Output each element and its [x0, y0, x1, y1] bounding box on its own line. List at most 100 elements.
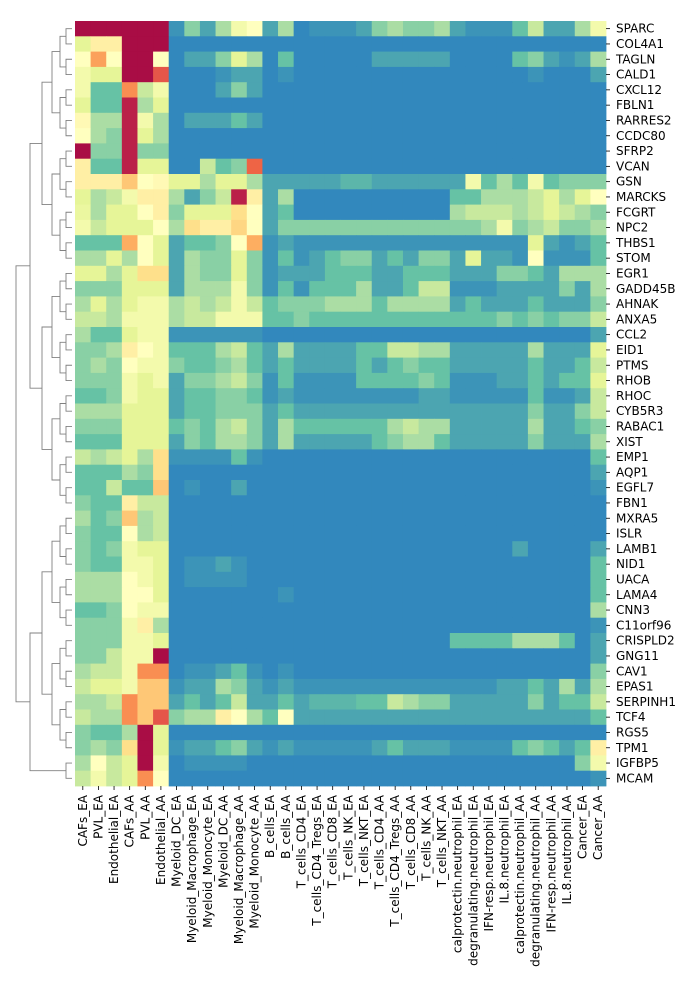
heatmap-cell-epas1-t-cells-cd4-ea [293, 678, 310, 695]
heatmap-cell-cnn3-t-cells-cd8-ea [324, 602, 341, 619]
heatmap-cell-ccdc80-t-cells-nkt-ea [356, 128, 373, 144]
column-label-t-cells-nkt-aa: T_cells_NKT_AA [435, 794, 449, 888]
heatmap-cell-gng11-cafs-aa [121, 648, 138, 664]
heatmap-cell-fcgrt-t-cells-cd4-tregs-ea [309, 204, 326, 221]
heatmap-cell-epas1-pvl-ea [90, 678, 107, 695]
heatmap-cell-cnn3-t-cells-cd4-tregs-aa [387, 602, 404, 619]
heatmap-cell-rarres2-myeloid-dc-aa [215, 112, 232, 129]
heatmap-cell-rhoc-b-cells-aa [278, 388, 295, 404]
heatmap-cell-tpm1-t-cells-cd8-ea [324, 740, 341, 756]
heatmap-cell-anxa5-myeloid-dc-aa [215, 311, 232, 328]
heatmap-cell-gadd45b-ifn-resp-neutrophil-ea [481, 281, 498, 297]
heatmap-cell-igfbp5-b-cells-ea [262, 755, 279, 772]
heatmap-cell-serpinh1-b-cells-aa [278, 694, 295, 710]
heatmap-cell-fcgrt-pvl-ea [90, 204, 107, 221]
heatmap-cell-ptms-ifn-resp-neutrophil-ea [481, 357, 498, 374]
heatmap-cell-tpm1-calprotectin-neutrophil-ea [449, 740, 466, 756]
heatmap-cell-tagln-t-cells-cd4-tregs-aa [387, 51, 404, 68]
heatmap-cell-tagln-calprotectin-neutrophil-aa [512, 51, 529, 68]
heatmap-cell-mcam-myeloid-dc-ea [168, 770, 185, 787]
heatmap-cell-ccl2-t-cells-cd8-ea [324, 327, 341, 343]
heatmap-cell-crispld2-il-8-neutrophil-ea [496, 633, 513, 649]
heatmap-cell-xist-calprotectin-neutrophil-ea [449, 434, 466, 450]
heatmap-cell-sfrp2-il-8-neutrophil-ea [496, 143, 513, 160]
heatmap-cell-emp1-pvl-aa [137, 449, 154, 466]
heatmap-cell-gadd45b-endothelial-ea [106, 281, 123, 297]
heatmap-cell-lamb1-myeloid-dc-ea [168, 541, 185, 557]
heatmap-cell-gsn-cancer-aa [590, 174, 607, 190]
dendrogram-link [65, 150, 72, 167]
heatmap-cell-fbln1-il-8-neutrophil-ea [496, 97, 513, 114]
heatmap-cell-cald1-ifn-resp-neutrophil-aa [543, 66, 560, 83]
heatmap-cell-mxra5-cafs-aa [121, 510, 138, 527]
heatmap-cell-gsn-t-cells-cd4-tregs-ea [309, 174, 326, 190]
heatmap-cell-xist-endothelial-ea [106, 434, 123, 450]
heatmap-cell-fcgrt-cafs-aa [121, 204, 138, 221]
heatmap-cell-eid1-t-cells-cd4-tregs-aa [387, 342, 404, 358]
heatmap-cell-sfrp2-myeloid-monocyte-aa [246, 143, 263, 160]
heatmap-cell-nid1-myeloid-monocyte-aa [246, 556, 263, 573]
heatmap-cell-serpinh1-b-cells-ea [262, 694, 279, 710]
heatmap-cell-thbs1-endothelial-ea [106, 235, 123, 251]
heatmap-cell-rarres2-b-cells-ea [262, 112, 279, 129]
heatmap-cell-anxa5-b-cells-ea [262, 311, 279, 328]
heatmap-cell-anxa5-endothelial-aa [153, 311, 170, 328]
heatmap-cell-tagln-myeloid-dc-aa [215, 51, 232, 68]
heatmap-cell-islr-t-cells-cd8-ea [324, 525, 341, 542]
heatmap-cell-cav1-ifn-resp-neutrophil-aa [543, 663, 560, 680]
heatmap-cell-nid1-ifn-resp-neutrophil-aa [543, 556, 560, 573]
column-label-t-cells-cd4-ea: T_cells_CD4_EA [294, 794, 308, 889]
heatmap-cell-eid1-myeloid-macrophage-ea [184, 342, 201, 358]
heatmap-cell-epas1-t-cells-cd4-tregs-ea [309, 678, 326, 695]
heatmap-cell-marcks-t-cells-cd4-tregs-ea [309, 189, 326, 205]
heatmap-cell-igfbp5-degranulating-neutrophil-ea [465, 755, 482, 772]
heatmap-cell-rgs5-t-cells-cd8-ea [324, 724, 341, 741]
heatmap-cell-gsn-t-cells-nkt-aa [434, 174, 451, 190]
heatmap-cell-lama4-pvl-ea [90, 587, 107, 603]
heatmap-cell-egfl7-ifn-resp-neutrophil-aa [543, 480, 560, 496]
heatmap-cell-uaca-b-cells-aa [278, 571, 295, 588]
heatmap-cell-aqp1-myeloid-macrophage-ea [184, 464, 201, 481]
heatmap-cell-igfbp5-myeloid-macrophage-aa [231, 755, 248, 772]
heatmap-cell-cav1-cancer-ea [574, 663, 591, 680]
dendrogram-link [65, 487, 72, 504]
heatmap-cell-anxa5-t-cells-nkt-ea [356, 311, 373, 328]
heatmap-cell-c11orf96-myeloid-dc-aa [215, 617, 232, 634]
heatmap-cell-lama4-ifn-resp-neutrophil-ea [481, 587, 498, 603]
heatmap-cell-aqp1-myeloid-monocyte-aa [246, 464, 263, 481]
heatmap-cell-ccdc80-t-cells-cd8-aa [402, 128, 419, 144]
heatmap-cell-emp1-il-8-neutrophil-ea [496, 449, 513, 466]
heatmap-cell-egfl7-pvl-aa [137, 480, 154, 496]
heatmap-cell-sfrp2-ifn-resp-neutrophil-ea [481, 143, 498, 160]
heatmap-cell-cxcl12-t-cells-nk-aa [418, 82, 435, 98]
row-label-gadd45b: GADD45B [616, 282, 676, 296]
heatmap-cell-cald1-t-cells-nk-aa [418, 66, 435, 83]
heatmap-cell-uaca-t-cells-nk-ea [340, 571, 357, 588]
heatmap-cell-ptms-degranulating-neutrophil-aa [527, 357, 544, 374]
heatmap-cell-rabac1-myeloid-dc-ea [168, 418, 185, 435]
dendrogram-link [41, 81, 52, 206]
heatmap-cell-egfl7-t-cells-nk-ea [340, 480, 357, 496]
heatmap-cell-gsn-t-cells-cd4-ea [293, 174, 310, 190]
heatmap-cell-gng11-t-cells-cd4-aa [371, 648, 388, 664]
heatmap-cell-cyb5r3-degranulating-neutrophil-aa [527, 403, 544, 420]
heatmap-cell-emp1-t-cells-cd8-aa [402, 449, 419, 466]
heatmap-cell-thbs1-t-cells-cd4-ea [293, 235, 310, 251]
heatmap-cell-cnn3-b-cells-ea [262, 602, 279, 619]
heatmap-cell-epas1-myeloid-dc-aa [215, 678, 232, 695]
heatmap-cell-ccdc80-myeloid-dc-ea [168, 128, 185, 144]
heatmap-cell-npc2-myeloid-monocyte-aa [246, 219, 263, 236]
dendrogram-link [65, 395, 72, 412]
heatmap-cell-islr-cancer-ea [574, 525, 591, 542]
heatmap-cell-xist-degranulating-neutrophil-aa [527, 434, 544, 450]
heatmap-cell-xist-t-cells-cd8-ea [324, 434, 341, 450]
heatmap-cell-col4a1-t-cells-cd4-tregs-ea [309, 36, 326, 52]
dendrogram-link [65, 670, 72, 687]
column-label-degranulating-neutrophil-ea: degranulating.neutrophil_EA [466, 794, 480, 966]
heatmap-cell-stom-t-cells-nkt-ea [356, 250, 373, 267]
heatmap-cell-fbn1-myeloid-monocyte-aa [246, 495, 263, 511]
heatmap-cell-stom-ifn-resp-neutrophil-aa [543, 250, 560, 267]
heatmap-cell-npc2-t-cells-nkt-ea [356, 219, 373, 236]
heatmap-cell-gng11-cafs-ea [75, 648, 92, 664]
heatmap-cell-egr1-cancer-aa [590, 265, 607, 282]
